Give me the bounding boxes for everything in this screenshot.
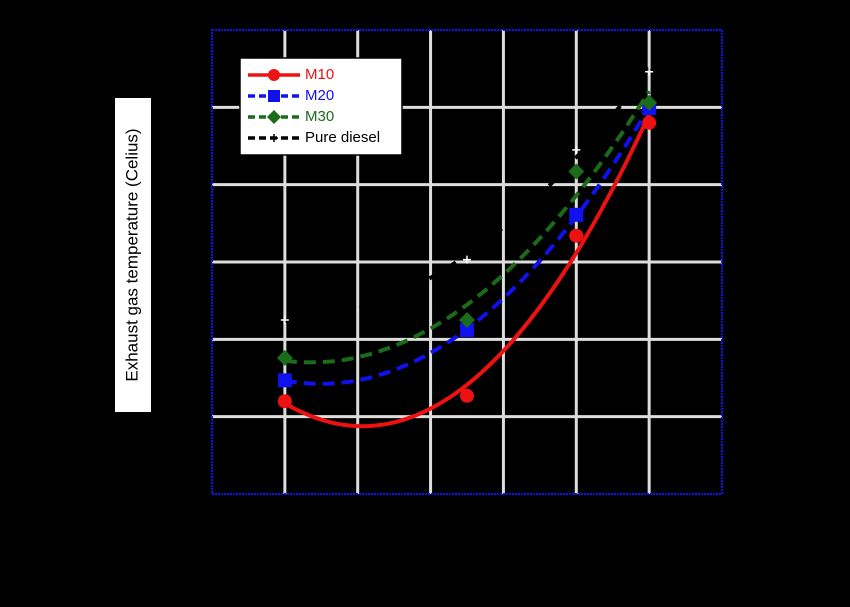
marker — [641, 94, 658, 111]
marker — [569, 207, 584, 222]
marker — [277, 394, 292, 409]
marker — [569, 228, 584, 243]
trend-line — [284, 90, 651, 365]
legend-marker — [268, 69, 280, 81]
legend-label: Pure diesel — [305, 129, 380, 146]
marker — [460, 388, 474, 403]
trend-line — [284, 67, 651, 323]
trend-line — [283, 113, 651, 429]
legend-marker — [267, 110, 281, 124]
y-label-box — [115, 98, 151, 412]
legend-marker — [268, 90, 280, 102]
legend-label: M10 — [305, 66, 334, 83]
marker — [459, 312, 475, 328]
marker — [645, 67, 654, 76]
legend-label: M20 — [305, 87, 334, 104]
marker — [276, 349, 293, 366]
marker — [463, 255, 471, 264]
marker — [572, 145, 581, 154]
legend-label: M30 — [305, 108, 334, 125]
marker — [280, 316, 289, 324]
legend-marker — [270, 134, 278, 142]
y-axis-label: Exhaust gas temperature (Celius) — [122, 128, 141, 381]
marker — [568, 163, 585, 180]
marker — [460, 323, 474, 338]
marker — [277, 373, 292, 388]
legend: M10 M20 M30 Pure diesel — [239, 57, 403, 156]
marker — [642, 115, 657, 130]
plot-border — [211, 29, 723, 495]
